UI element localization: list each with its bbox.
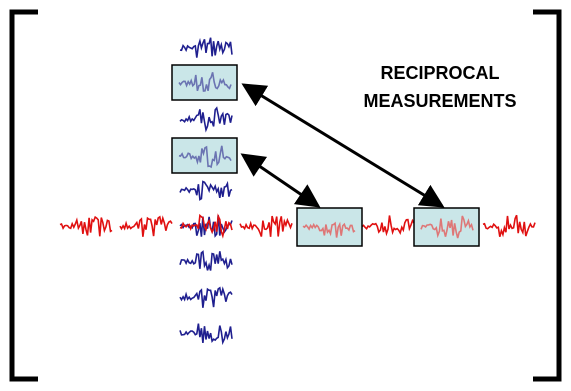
horizontal-trace [119, 215, 173, 237]
horizontal-trace [361, 215, 415, 237]
vertical-trace-boxed [178, 72, 232, 92]
highlight-box-horizontal-1 [296, 207, 363, 247]
horizontal-trace [59, 215, 113, 237]
vertical-trace [179, 286, 233, 308]
boxed-trace-overlays [178, 72, 474, 239]
vertical-trace-boxed [178, 145, 232, 169]
vertical-trace [179, 250, 233, 271]
horizontal-trace-boxed [420, 215, 474, 239]
horizontal-trace [482, 214, 536, 238]
reciprocal-arrow-inner [240, 153, 321, 208]
left-bracket [9, 9, 38, 382]
horizontal-trace [239, 215, 293, 237]
annotation-line-1: RECIPROCAL [380, 63, 499, 83]
reciprocal-arrow-outer [241, 83, 445, 208]
vertical-trace [179, 180, 233, 201]
horizontal-trace [179, 213, 233, 239]
vertical-trace [179, 215, 233, 238]
annotation-line-2: MEASUREMENTS [363, 91, 516, 111]
vertical-trace [179, 106, 233, 133]
vertical-trace [179, 37, 233, 58]
horizontal-trace-row [59, 213, 536, 239]
vertical-trace [179, 323, 233, 346]
vertical-trace-column [179, 37, 233, 346]
right-bracket [533, 9, 562, 382]
horizontal-trace-boxed [302, 221, 356, 238]
